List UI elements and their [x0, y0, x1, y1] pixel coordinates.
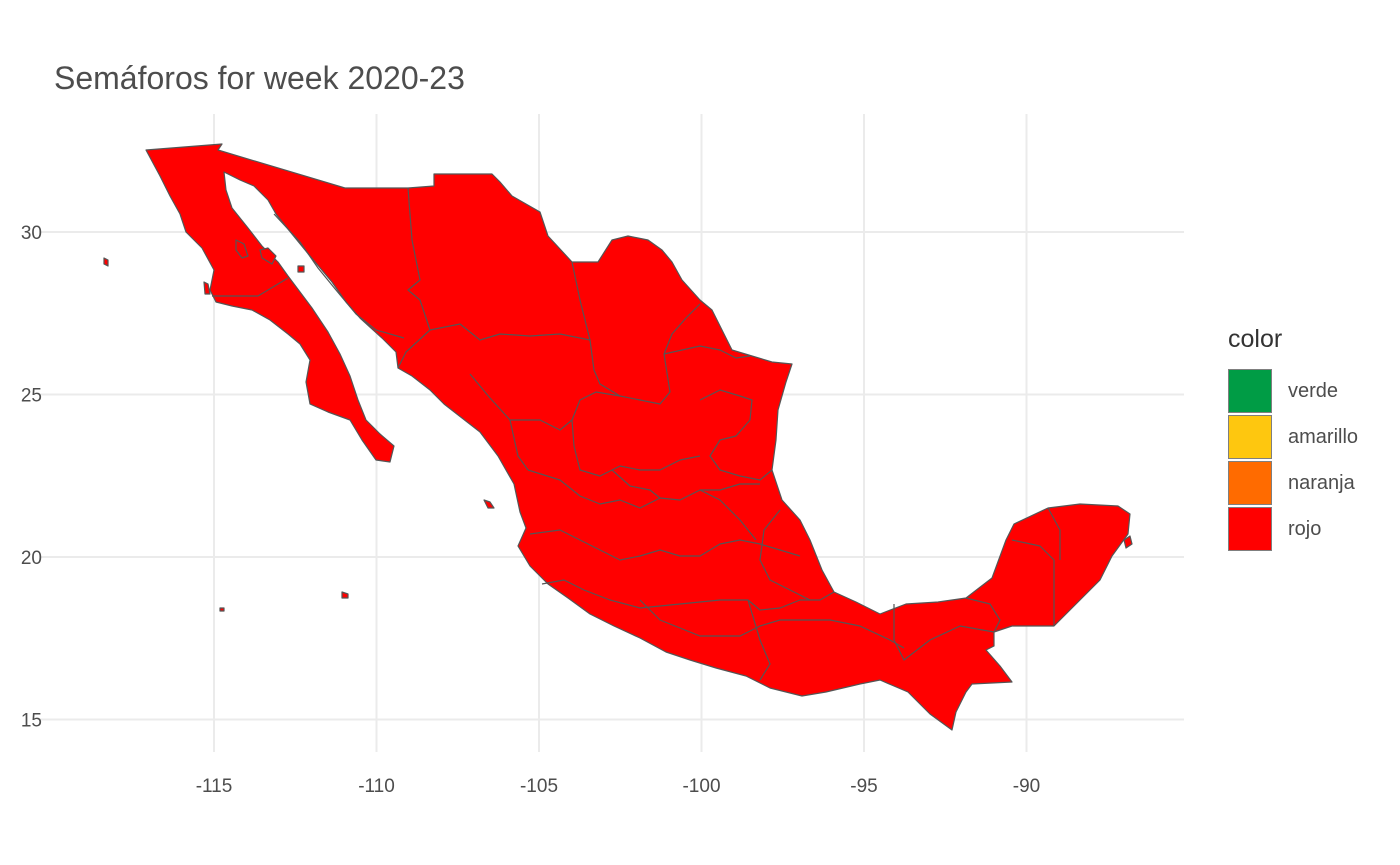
- state-border: [212, 277, 289, 297]
- state-border: [571, 261, 591, 341]
- state-border: [699, 389, 773, 481]
- x-tick-label: -90: [1013, 776, 1040, 797]
- state-border: [571, 419, 701, 477]
- legend-key-amarillo: [1228, 415, 1272, 459]
- mainland: [145, 143, 1131, 731]
- state-border: [397, 187, 431, 369]
- isla-pequena: [297, 265, 305, 273]
- legend-label-amarillo: amarillo: [1288, 425, 1359, 448]
- x-tick-label: -100: [682, 776, 720, 797]
- state-border: [747, 599, 771, 681]
- state-border: [699, 489, 757, 541]
- y-tick-label: 30: [21, 223, 42, 244]
- islas-marias: [483, 499, 495, 509]
- state-border: [429, 303, 701, 405]
- state-border: [1011, 539, 1055, 626]
- legend-key-verde: [1228, 369, 1272, 413]
- state-border: [1047, 507, 1061, 560]
- x-tick-label: -105: [520, 776, 558, 797]
- state-border: [527, 469, 760, 509]
- legend-key-naranja: [1228, 461, 1272, 505]
- state-border: [273, 213, 405, 339]
- state-border: [509, 419, 529, 471]
- legend-item-amarillo: amarillo: [1228, 414, 1358, 460]
- state-border: [611, 469, 661, 499]
- x-tick-label: -110: [358, 776, 395, 797]
- x-axis-ticks: -115 -110 -105 -100 -95 -90: [196, 776, 1041, 797]
- isla-socorro: [341, 591, 349, 599]
- y-tick-label: 20: [21, 548, 42, 569]
- legend-key-rojo: [1228, 507, 1272, 551]
- isla-cedros: [203, 281, 211, 295]
- state-borders: [212, 187, 1061, 681]
- isla-tiburon: [259, 247, 277, 265]
- legend-item-rojo: rojo: [1228, 506, 1358, 552]
- map-title: Semáforos for week 2020-23: [54, 60, 465, 96]
- y-axis-ticks: 30 25 20 15: [21, 223, 42, 732]
- state-border: [663, 345, 751, 359]
- state-border: [541, 579, 835, 611]
- legend-title: color: [1228, 325, 1283, 353]
- state-border: [469, 373, 621, 431]
- x-tick-label: -95: [850, 776, 877, 797]
- state-border: [965, 597, 1001, 633]
- state-border: [529, 529, 801, 561]
- mexico-map: [103, 143, 1133, 731]
- legend-label-naranja: naranja: [1288, 471, 1355, 494]
- legend-item-verde: verde: [1228, 368, 1358, 414]
- cozumel: [1123, 535, 1133, 549]
- state-border: [759, 509, 811, 601]
- legend-label-rojo: rojo: [1288, 517, 1322, 540]
- state-border: [893, 604, 995, 661]
- y-tick-label: 15: [21, 711, 42, 732]
- legend: color verde amarillo naranja rojo: [1228, 325, 1358, 552]
- legend-item-naranja: naranja: [1228, 460, 1358, 506]
- isla-angel-de-la-guarda: [235, 239, 249, 259]
- legend-label-verde: verde: [1288, 379, 1339, 402]
- x-tick-label: -115: [196, 776, 233, 797]
- isla-guadalupe: [103, 257, 109, 267]
- y-tick-label: 25: [21, 386, 42, 407]
- isla-clarion: [219, 607, 225, 612]
- state-border: [639, 599, 905, 649]
